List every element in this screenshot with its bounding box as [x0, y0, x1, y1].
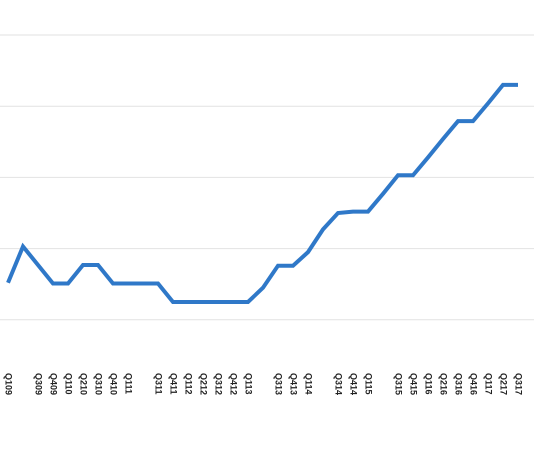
data-line	[6, 82, 518, 304]
x-tick-label: Q415	[409, 373, 419, 395]
x-tick-label: Q410	[109, 373, 119, 395]
x-tick-label: Q113	[244, 373, 254, 395]
x-tick-label: Q314	[334, 373, 344, 395]
x-tick-label: Q111	[124, 373, 134, 394]
x-tick-label: Q317	[514, 373, 524, 395]
x-tick-label: Q109	[4, 373, 14, 395]
x-tick-label: Q114	[304, 373, 314, 395]
x-tick-label: Q416	[469, 373, 479, 395]
x-tick-label: Q216	[439, 373, 449, 395]
x-tick-label: Q110	[64, 373, 74, 395]
x-tick-label: Q315	[394, 373, 404, 395]
x-tick-label: Q316	[454, 373, 464, 395]
x-tick-label: Q115	[364, 373, 374, 395]
x-tick-label: Q112	[184, 373, 194, 395]
x-tick-label: Q217	[499, 373, 509, 395]
x-tick-label: Q312	[214, 373, 224, 395]
x-tick-label: Q311	[154, 373, 164, 395]
x-tick-label: Q414	[349, 373, 359, 395]
x-tick-label: Q409	[49, 373, 59, 395]
x-tick-label: Q116	[424, 373, 434, 395]
x-tick-label: Q313	[274, 373, 284, 395]
x-tick-label: Q413	[289, 373, 299, 395]
x-tick-label: Q117	[484, 373, 494, 395]
x-tick-label: Q212	[199, 373, 209, 395]
x-tick-label: Q310	[94, 373, 104, 395]
x-tick-label: Q412	[229, 373, 239, 395]
x-tick-label: Q309	[34, 373, 44, 395]
x-tick-label: Q411	[169, 373, 179, 395]
x-tick-label: Q210	[79, 373, 89, 395]
